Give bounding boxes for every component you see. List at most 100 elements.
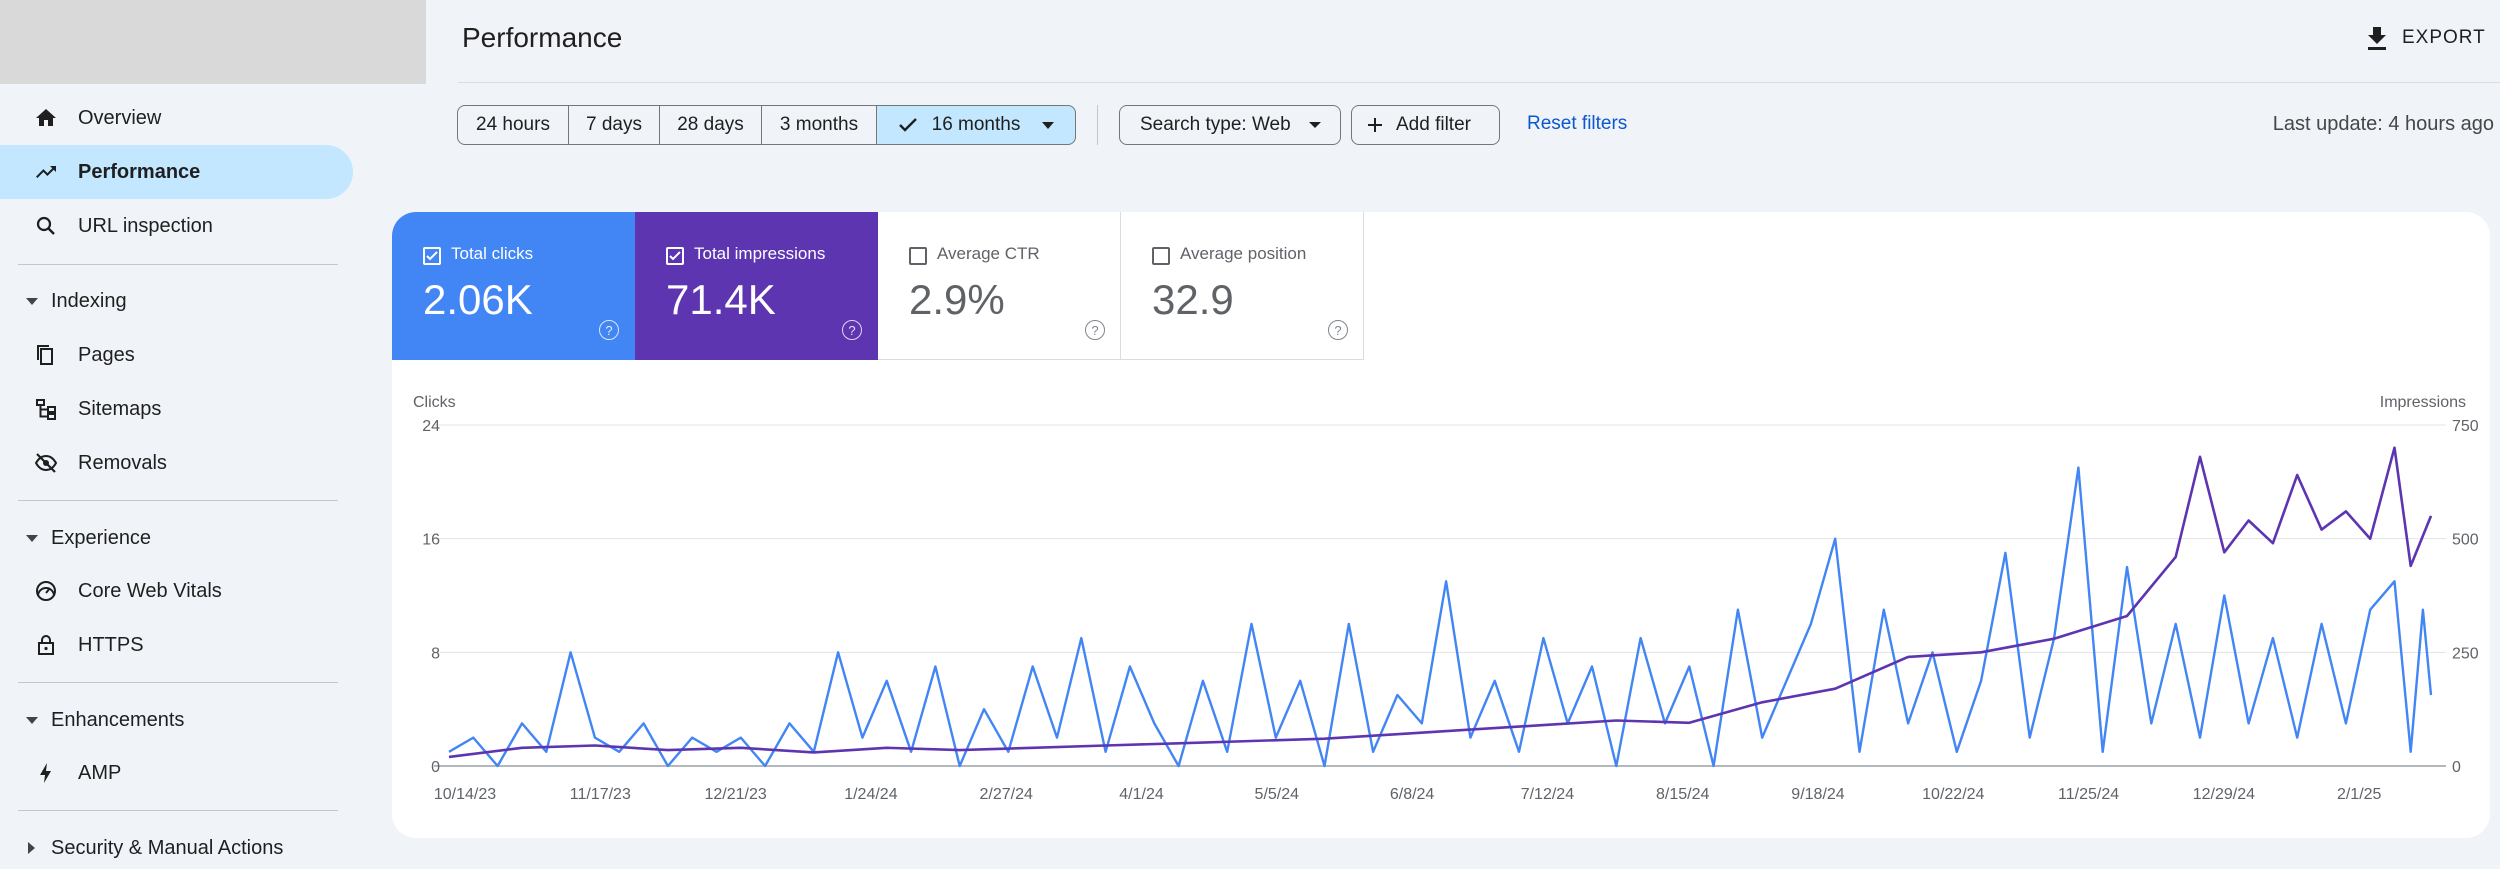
divider [18,264,338,265]
metric-average-position[interactable]: Average position 32.9 ? [1121,212,1364,360]
series-line-impressions [448,446,2433,759]
sidebar-item-label: Overview [78,106,162,129]
checkbox-unchecked[interactable] [909,247,927,265]
sidebar-item-amp[interactable]: AMP [0,746,353,800]
metric-total-impressions[interactable]: Total impressions 71.4K ? [635,212,878,360]
reset-filters-link[interactable]: Reset filters [1527,113,1628,134]
sidebar-item-url-inspection[interactable]: URL inspection [0,199,353,253]
section-experience[interactable]: Experience [0,518,353,558]
sidebar-item-core-web-vitals[interactable]: Core Web Vitals [0,564,353,618]
y-tick-right: 0 [2452,759,2461,776]
metric-average-ctr[interactable]: Average CTR 2.9% ? [878,212,1121,360]
sidebar-item-label: AMP [78,761,122,784]
y-tick-left: 8 [431,645,440,662]
x-tick-label: 1/24/24 [844,786,897,803]
x-tick-label: 5/5/24 [1255,786,1300,803]
plus-icon [1366,116,1384,134]
sidebar-item-label: Sitemaps [78,397,162,420]
metric-value: 32.9 [1152,276,1234,323]
sidebar: Overview Performance URL inspection Inde… [0,0,426,869]
x-tick-label: 12/29/24 [2193,786,2255,803]
checkbox-checked[interactable] [666,247,684,265]
search-type-label: Search type: Web [1140,114,1291,135]
x-tick-label: 2/1/25 [2337,786,2382,803]
x-tick-label: 10/14/23 [434,786,496,803]
section-security-manual-actions[interactable]: Security & Manual Actions [0,828,353,868]
performance-card: Total clicks 2.06K ? Total impressions 7… [392,212,2490,838]
chevron-down-icon [26,535,38,542]
sidebar-item-performance[interactable]: Performance [0,145,353,199]
help-icon[interactable]: ? [1328,320,1348,340]
x-tick-label: 10/22/24 [1922,786,1984,803]
lock-icon [32,631,60,659]
home-icon [32,104,60,132]
eye-off-icon [32,449,60,477]
sidebar-item-label: URL inspection [78,214,213,237]
dropdown-arrow-icon [1042,121,1055,129]
property-selector[interactable] [0,0,426,84]
help-icon[interactable]: ? [1085,320,1105,340]
range-3-months[interactable]: 3 months [761,105,877,145]
sidebar-item-https[interactable]: HTTPS [0,618,353,672]
sidebar-item-label: Core Web Vitals [78,579,222,602]
x-tick-label: 2/27/24 [980,786,1033,803]
range-7-days[interactable]: 7 days [568,105,660,145]
range-24-hours[interactable]: 24 hours [457,105,569,145]
sidebar-item-pages[interactable]: Pages [0,328,353,382]
help-icon[interactable]: ? [599,320,619,340]
bolt-icon [32,759,60,787]
sidebar-item-sitemaps[interactable]: Sitemaps [0,382,353,436]
y-tick-left: 0 [431,759,440,776]
metric-label: Total clicks [451,244,534,263]
metric-value: 2.06K [423,276,533,323]
divider [18,810,338,811]
help-icon[interactable]: ? [842,320,862,340]
y-tick-left: 24 [422,418,440,435]
range-16-months[interactable]: 16 months [876,105,1076,145]
sidebar-item-removals[interactable]: Removals [0,436,353,490]
sidebar-item-label: Pages [78,343,135,366]
divider [18,500,338,501]
chevron-right-icon [28,842,35,854]
export-button[interactable]: EXPORT [2366,20,2486,56]
chevron-down-icon [26,717,38,724]
performance-chart: Clicks Impressions 0 8 16 24 0 250 500 750 10/14/2… [413,394,2479,803]
add-filter-button[interactable]: Add filter [1351,105,1500,145]
metric-label: Average position [1180,244,1307,263]
range-28-days[interactable]: 28 days [659,105,762,145]
trending-up-icon [32,158,60,186]
range-label: 28 days [677,114,744,135]
speed-gauge-icon [32,577,60,605]
range-label: 16 months [931,114,1021,135]
x-tick-label: 6/8/24 [1390,786,1435,803]
metric-label: Average CTR [937,244,1040,263]
x-tick-label: 11/25/24 [2058,786,2119,803]
page-title: Performance [462,22,623,53]
sidebar-item-label: HTTPS [78,633,144,656]
section-label: Enhancements [51,708,185,731]
y-tick-left: 16 [422,532,440,549]
sidebar-item-label: Performance [78,160,201,183]
range-label: 24 hours [476,114,550,135]
download-icon [2366,25,2388,51]
sidebar-item-overview[interactable]: Overview [0,91,353,145]
metric-value: 2.9% [909,276,1005,323]
check-icon [898,117,918,133]
divider [18,682,338,683]
checkbox-checked[interactable] [423,247,441,265]
section-enhancements[interactable]: Enhancements [0,700,353,740]
y-tick-right: 750 [2452,418,2479,435]
metric-label: Total impressions [694,244,826,263]
metric-total-clicks[interactable]: Total clicks 2.06K ? [392,212,635,360]
section-indexing[interactable]: Indexing [0,281,353,321]
range-label: 7 days [586,114,642,135]
checkbox-unchecked[interactable] [1152,247,1170,265]
y-tick-right: 250 [2452,645,2479,662]
series-line-clicks [448,466,2433,768]
export-label: EXPORT [2402,27,2486,48]
search-type-dropdown[interactable]: Search type: Web [1119,105,1341,145]
range-label: 3 months [779,114,859,135]
x-tick-label: 7/12/24 [1521,786,1574,803]
sitemap-icon [32,395,60,423]
section-label: Security & Manual Actions [51,836,284,859]
